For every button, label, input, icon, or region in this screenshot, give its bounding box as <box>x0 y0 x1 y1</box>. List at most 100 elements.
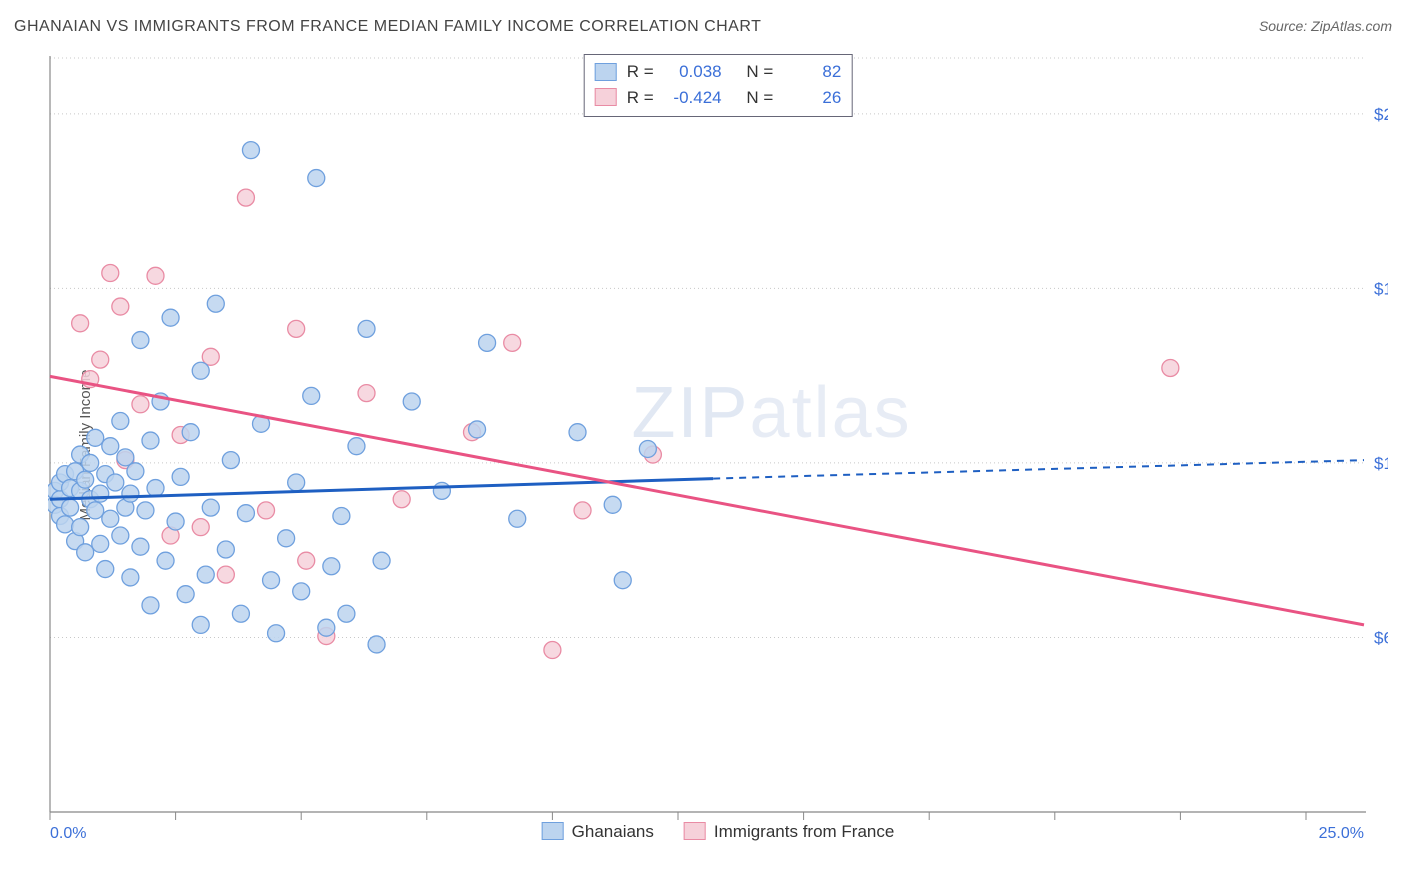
data-point <box>122 569 139 586</box>
n-label: N = <box>746 59 773 85</box>
data-point <box>102 438 119 455</box>
swatch-series-a <box>595 63 617 81</box>
y-tick-label: $62,500 <box>1374 628 1388 647</box>
data-point <box>197 566 214 583</box>
r-label: R = <box>627 85 654 111</box>
data-point <box>102 265 119 282</box>
data-point <box>323 558 340 575</box>
data-point <box>333 507 350 524</box>
data-point <box>192 362 209 379</box>
data-point <box>57 516 74 533</box>
data-point <box>207 295 224 312</box>
data-point <box>87 502 104 519</box>
stats-row-series-b: R = -0.424 N = 26 <box>595 85 842 111</box>
chart-header: GHANAIAN VS IMMIGRANTS FROM FRANCE MEDIA… <box>14 18 1392 36</box>
data-point <box>92 535 109 552</box>
source-label: Source: <box>1259 18 1307 34</box>
data-point <box>278 530 295 547</box>
x-tick-label-min: 0.0% <box>50 825 86 840</box>
swatch-series-b <box>595 88 617 106</box>
data-point <box>147 267 164 284</box>
plot-area: Median Family Income ZIPatlas $62,500$12… <box>48 50 1388 840</box>
data-point <box>308 170 325 187</box>
data-point <box>433 482 450 499</box>
data-point <box>217 541 234 558</box>
data-point <box>107 474 124 491</box>
data-point <box>509 510 526 527</box>
data-point <box>614 572 631 589</box>
data-point <box>182 424 199 441</box>
trend-line <box>50 376 1364 625</box>
data-point <box>639 440 656 457</box>
data-point <box>112 298 129 315</box>
n-label: N = <box>746 85 773 111</box>
data-point <box>574 502 591 519</box>
data-point <box>202 499 219 516</box>
data-point <box>338 605 355 622</box>
data-point <box>358 320 375 337</box>
data-point <box>268 625 285 642</box>
data-point <box>479 334 496 351</box>
data-point <box>167 513 184 530</box>
data-point <box>122 485 139 502</box>
data-point <box>368 636 385 653</box>
data-point <box>373 552 390 569</box>
data-point <box>237 505 254 522</box>
data-point <box>242 142 259 159</box>
data-point <box>358 385 375 402</box>
data-point <box>393 491 410 508</box>
data-point <box>162 309 179 326</box>
data-point <box>87 429 104 446</box>
legend-label-b: Immigrants from France <box>714 822 894 841</box>
data-point <box>92 351 109 368</box>
data-point <box>82 454 99 471</box>
data-point <box>77 544 94 561</box>
data-point <box>469 421 486 438</box>
data-point <box>102 510 119 527</box>
data-point <box>263 572 280 589</box>
data-point <box>569 424 586 441</box>
data-point <box>132 538 149 555</box>
data-point <box>72 519 89 536</box>
swatch-series-b <box>684 822 706 840</box>
data-point <box>288 474 305 491</box>
data-point <box>544 642 561 659</box>
data-point <box>142 597 159 614</box>
data-point <box>303 387 320 404</box>
data-point <box>318 619 335 636</box>
data-point <box>132 396 149 413</box>
data-point <box>112 413 129 430</box>
data-point <box>137 502 154 519</box>
y-tick-label: $187,500 <box>1374 279 1388 298</box>
data-point <box>232 605 249 622</box>
data-point <box>217 566 234 583</box>
data-point <box>132 332 149 349</box>
source-citation: Source: ZipAtlas.com <box>1259 18 1392 34</box>
n-value-a: 82 <box>783 59 841 85</box>
data-point <box>403 393 420 410</box>
data-point <box>348 438 365 455</box>
r-value-a: 0.038 <box>664 59 722 85</box>
data-point <box>192 519 209 536</box>
swatch-series-a <box>542 822 564 840</box>
x-tick-label-max: 25.0% <box>1319 825 1364 840</box>
data-point <box>298 552 315 569</box>
data-point <box>92 485 109 502</box>
data-point <box>222 452 239 469</box>
data-point <box>237 189 254 206</box>
series-legend: Ghanaians Immigrants from France <box>542 822 895 842</box>
data-point <box>147 480 164 497</box>
data-point <box>72 315 89 332</box>
legend-label-a: Ghanaians <box>572 822 654 841</box>
chart-title: GHANAIAN VS IMMIGRANTS FROM FRANCE MEDIA… <box>14 18 761 36</box>
data-point <box>157 552 174 569</box>
data-point <box>293 583 310 600</box>
y-tick-label: $125,000 <box>1374 454 1388 473</box>
legend-item-a: Ghanaians <box>542 822 654 842</box>
n-value-b: 26 <box>783 85 841 111</box>
y-tick-label: $250,000 <box>1374 105 1388 124</box>
data-point <box>504 334 521 351</box>
legend-item-b: Immigrants from France <box>684 822 894 842</box>
r-label: R = <box>627 59 654 85</box>
scatter-plot-svg: $62,500 $125,000 $187,500 $250,000 0.0% 25.0% <box>48 50 1388 840</box>
